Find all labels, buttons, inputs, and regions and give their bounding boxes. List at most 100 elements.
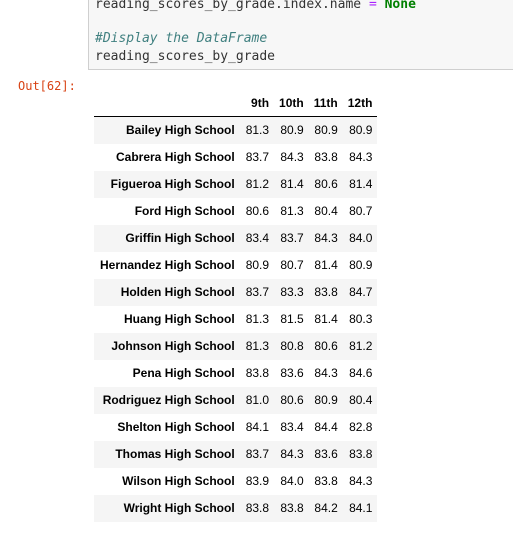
table-cell: 80.9 [280,123,304,138]
table-cell: 80.6 [314,339,338,353]
table-cell: 84.6 [349,366,373,380]
table-cell: 81.3 [245,123,270,138]
code-keyword: None [384,0,416,12]
table-row: Shelton High School 84.1 83.4 84.4 82.8 [94,414,377,441]
code-operator: = [368,0,377,12]
row-index-label: Figueroa High School [110,177,235,191]
table-header-row: 9th 10th 11th 12th [94,90,378,117]
table-cell: 80.7 [349,204,373,218]
table-cell: 83.8 [280,501,304,515]
code-cell[interactable]: reading_scores_by_grade.index.name = Non… [88,0,513,70]
table-cell: 83.7 [280,231,304,245]
row-index-label: Ford High School [134,204,235,218]
table-row: Wilson High School 83.9 84.0 83.8 84.3 [94,468,377,495]
table-cell: 84.2 [314,501,338,515]
row-index-label: Pena High School [132,366,235,380]
column-header: 11th [308,90,343,117]
table-body: Bailey High School 81.3 80.9 80.9 80.9 Cabrer… [94,116,378,522]
table-row: Ford High School 80.6 81.3 80.4 80.7 [94,198,377,225]
table-row: Pena High School 83.8 83.6 84.3 84.6 [94,360,377,387]
table-cell: 83.7 [245,285,270,299]
table-cell: 81.3 [245,339,270,353]
table-cell: 83.4 [280,420,304,434]
table-cell: 83.7 [245,447,270,461]
table-cell: 80.9 [349,258,373,272]
row-index-label: Huang High School [124,312,235,326]
table-cell: 84.7 [349,285,373,299]
row-index-label: Johnson High School [111,339,235,353]
table-cell: 84.1 [349,501,373,515]
row-index-label: Wright High School [123,501,235,515]
table-cell: 81.3 [245,312,270,326]
table-cell: 83.8 [314,150,338,164]
row-index-label: Bailey High School [126,123,235,138]
table-cell: 82.8 [349,420,373,434]
row-index-label: Cabrera High School [116,150,235,164]
table-row: Bailey High School 81.3 80.9 80.9 80.9 [94,116,378,144]
table-row: Hernandez High School 80.9 80.7 81.4 80.9 [94,252,377,279]
table-cell: 80.3 [349,312,373,326]
table-cell: 81.4 [314,258,338,272]
code-comment: #Display the DataFrame [95,31,268,46]
table-cell: 84.1 [245,420,270,434]
table-cell: 80.6 [280,393,304,407]
row-index-label: Holden High School [120,285,235,299]
table-row: Holden High School 83.7 83.3 83.8 84.7 [94,278,378,306]
code-variable: reading_scores_by_grade.index.name [95,0,362,12]
table-row: Rodriguez High School 81.0 80.6 80.9 80.4 [94,386,378,414]
table-cell: 81.0 [245,393,270,407]
table-cell: 80.9 [245,258,270,272]
table-row: Huang High School 81.3 81.5 81.4 80.3 [94,306,377,333]
table-cell: 83.3 [280,285,304,299]
table-cell: 83.8 [245,501,270,515]
table-cell: 80.4 [314,204,338,218]
row-index-label: Thomas High School [115,447,235,461]
row-index-label: Wilson High School [122,474,235,488]
table-cell: 80.6 [245,204,270,218]
table-cell: 81.4 [314,312,338,326]
table-cell: 80.9 [349,123,373,138]
dataframe-table: 9th 10th 11th 12th Bailey High School 81.… [94,90,378,522]
table-row: Wright High School 83.8 83.8 84.2 84.1 [94,494,378,522]
table-cell: 83.7 [245,150,270,164]
table-cell: 81.2 [349,339,373,353]
table-cell: 84.3 [349,150,373,164]
table-cell: 80.7 [280,258,304,272]
index-header [94,90,241,117]
table-cell: 84.3 [280,150,304,164]
table-cell: 80.6 [314,177,338,191]
table-cell: 84.4 [314,420,338,434]
table-row: Johnson High School 81.3 80.8 80.6 81.2 [94,332,378,360]
table-cell: 83.6 [314,447,338,461]
row-index-label: Hernandez High School [100,258,235,272]
table-row: Figueroa High School 81.2 81.4 80.6 81.4 [94,170,378,198]
table-cell: 84.3 [280,447,304,461]
table-cell: 84.0 [349,231,373,245]
column-header: 10th [274,90,309,117]
table-cell: 83.9 [245,474,270,488]
table-cell: 81.5 [280,312,304,326]
code-line-index-name: reading_scores_by_grade.index.name = Non… [95,0,416,12]
table-row: Cabrera High School 83.7 84.3 83.8 84.3 [94,144,377,171]
table-cell: 84.3 [349,474,373,488]
table-cell: 80.9 [314,393,338,407]
table-cell: 80.8 [280,339,304,353]
table-cell: 84.3 [314,366,338,380]
table-cell: 84.3 [314,231,338,245]
table-cell: 81.4 [349,177,373,191]
code-line-display: reading_scores_by_grade [95,49,276,64]
table-cell: 83.6 [280,366,304,380]
table-cell: 83.8 [314,474,338,488]
table-row: Griffin High School 83.4 83.7 84.3 84.0 [94,224,378,252]
column-header: 12th [342,90,378,117]
table-cell: 81.3 [280,204,304,218]
row-index-label: Griffin High School [125,231,235,245]
table-cell: 80.9 [314,123,338,138]
row-index-label: Shelton High School [117,420,235,434]
table-cell: 83.8 [314,285,338,299]
table-cell: 83.4 [245,231,270,245]
output-prompt: Out[62]: [18,79,76,93]
table-cell: 83.8 [245,366,270,380]
row-index-label: Rodriguez High School [102,393,235,407]
table-cell: 81.4 [280,177,304,191]
